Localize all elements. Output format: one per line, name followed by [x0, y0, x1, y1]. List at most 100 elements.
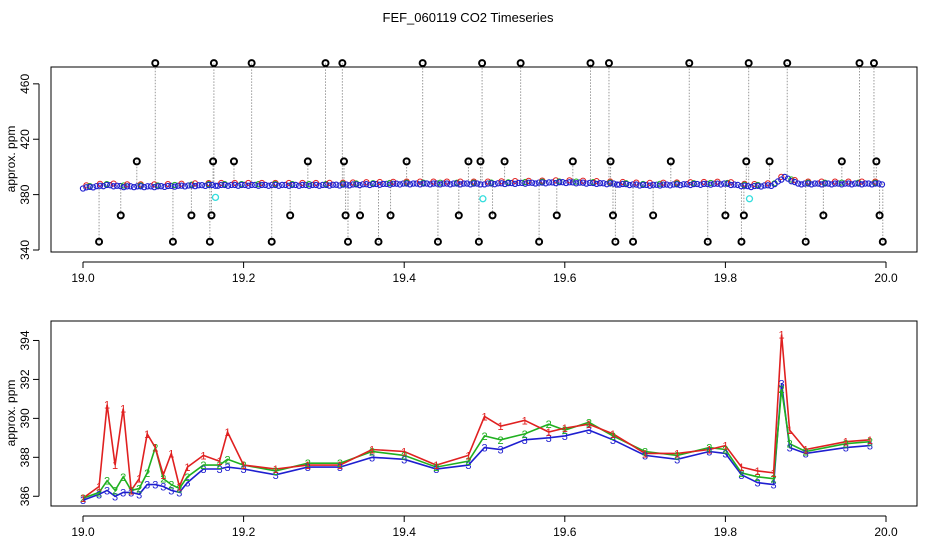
- series-2-marker: 2: [586, 417, 592, 429]
- outlier-point: [608, 211, 617, 220]
- baseline-point-blue: [714, 180, 721, 187]
- bottom-y-tick-label: 394: [18, 330, 32, 350]
- baseline-point-blue: [515, 179, 522, 187]
- baseline-point-blue: [623, 180, 630, 188]
- baseline-point-red: [349, 179, 357, 186]
- outlier-point: [209, 59, 218, 68]
- baseline-point-blue: [559, 179, 566, 186]
- series-2-marker: 2: [787, 439, 793, 451]
- series-2-marker: 2: [273, 466, 279, 478]
- baseline-point-blue: [282, 181, 289, 189]
- flagged-point: [479, 195, 487, 203]
- outlier-point: [286, 211, 295, 220]
- bottom-plot-frame: [50, 320, 918, 507]
- baseline-point-blue: [413, 180, 420, 187]
- outlier-point: [356, 211, 365, 220]
- baseline-point-blue: [687, 181, 694, 189]
- series-1-marker: 1: [273, 464, 279, 476]
- baseline-point-blue: [127, 183, 134, 190]
- bottom-y-tick-label: 392: [18, 369, 32, 389]
- series-3-marker: 3: [771, 480, 777, 492]
- series-3-marker: 3: [104, 485, 110, 497]
- outlier-point: [765, 157, 774, 166]
- series-3-marker: 3: [674, 454, 680, 466]
- baseline-point-blue: [518, 179, 526, 187]
- baseline-point-blue: [875, 180, 882, 187]
- series-2-marker: 2: [144, 468, 150, 480]
- baseline-point-blue: [231, 181, 238, 189]
- baseline-point-blue: [403, 180, 410, 187]
- baseline-point-blue: [764, 182, 772, 189]
- baseline-point-blue: [333, 181, 340, 188]
- series-3-marker: 3: [803, 448, 809, 460]
- outlier-point: [819, 211, 828, 220]
- top-x-tick-label: 19.2: [232, 271, 256, 285]
- baseline-point-blue: [205, 181, 212, 189]
- baseline-point-blue: [289, 181, 296, 189]
- series-3-marker: 3: [96, 489, 102, 501]
- baseline-point-blue: [79, 185, 87, 192]
- baseline-point-blue: [731, 181, 738, 188]
- series-3-marker: 3: [273, 470, 279, 482]
- baseline-point-blue: [724, 180, 731, 187]
- baseline-point-blue: [811, 180, 819, 187]
- series-1-marker: 1: [779, 330, 785, 342]
- baseline-point-blue: [670, 181, 677, 188]
- bottom-x-tick-label: 19.4: [393, 525, 417, 539]
- series-1-marker: 1: [562, 423, 568, 435]
- baseline-point-blue: [124, 183, 131, 190]
- baseline-point-blue: [855, 180, 862, 187]
- baseline-point-blue: [549, 179, 556, 186]
- baseline-point-blue: [488, 180, 495, 187]
- baseline-point-red: [511, 177, 519, 185]
- baseline-point-blue: [473, 180, 481, 187]
- baseline-point-blue: [339, 181, 347, 188]
- top-x-tick-label: 20.0: [874, 271, 898, 285]
- baseline-point-blue: [643, 181, 650, 189]
- baseline-point-blue: [265, 182, 272, 189]
- series-3-marker: 3: [144, 480, 150, 492]
- series-2-marker: 2: [642, 446, 648, 458]
- series-2-marker: 2: [96, 487, 102, 499]
- baseline-point-red: [285, 179, 293, 187]
- baseline-point-blue: [727, 181, 735, 189]
- series-2-marker: 2: [241, 460, 247, 472]
- baseline-point-blue: [532, 180, 539, 187]
- series-1-marker: 1: [867, 435, 873, 447]
- baseline-point-blue: [326, 182, 333, 189]
- series-3-marker: 3: [337, 462, 343, 474]
- series-3-marker: 3: [843, 443, 849, 455]
- top-outlier-points: [95, 59, 887, 246]
- baseline-point-blue: [212, 182, 219, 189]
- outlier-point: [869, 59, 878, 68]
- outlier-point: [402, 157, 411, 166]
- bottom-x-tick-label: 19.6: [553, 525, 577, 539]
- baseline-point-blue: [825, 180, 832, 187]
- baseline-point-blue: [535, 179, 543, 186]
- series-1-marker: 1: [128, 485, 134, 497]
- outlier-point: [855, 59, 864, 68]
- outlier-point: [267, 237, 276, 246]
- top-y-tick-label: 420: [18, 129, 32, 149]
- outlier-point: [229, 157, 238, 166]
- baseline-point-blue: [453, 180, 461, 187]
- outlier-point: [343, 237, 352, 246]
- outlier-point: [872, 157, 881, 166]
- baseline-point-blue: [157, 183, 165, 190]
- series-1-marker: 1: [168, 448, 174, 460]
- baseline-point-blue: [607, 180, 614, 187]
- series-2-marker: 2: [184, 472, 190, 484]
- top-y-tick-label: 460: [18, 74, 32, 94]
- outlier-point: [568, 157, 577, 166]
- baseline-point-blue: [477, 181, 484, 188]
- baseline-point-blue: [228, 181, 235, 189]
- baseline-point-red: [831, 178, 839, 185]
- bottom-x-tick-label: 19.2: [232, 525, 256, 539]
- outlier-point: [611, 237, 620, 246]
- baseline-point-blue: [576, 179, 583, 186]
- outlier-point: [474, 237, 483, 246]
- baseline-point-blue: [707, 181, 714, 188]
- baseline-point-red: [390, 178, 397, 185]
- baseline-point-blue: [700, 180, 708, 188]
- series-3-marker: 3: [787, 443, 793, 455]
